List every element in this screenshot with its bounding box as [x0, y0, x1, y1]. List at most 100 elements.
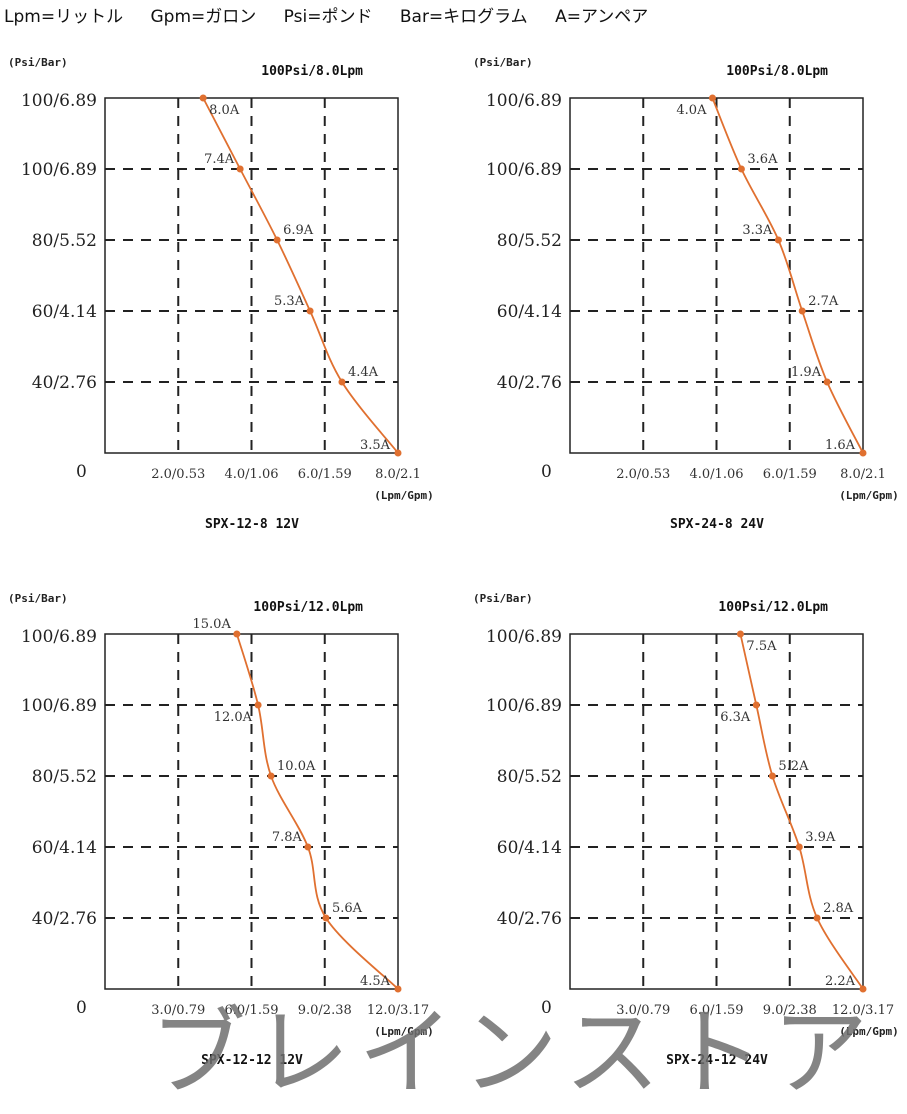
data-point: [322, 914, 330, 922]
x-tick-label: 4.0/1.06: [690, 467, 744, 482]
plot-border: [104, 633, 399, 990]
y-zero-label: 0: [76, 998, 87, 1018]
current-label: 4.4A: [348, 365, 379, 380]
performance-curve: [739, 633, 864, 990]
y-zero-label: 0: [541, 998, 552, 1018]
x-tick-label: 3.0/0.79: [616, 1003, 670, 1018]
data-point: [859, 449, 867, 457]
y-axis-unit-label: (Psi/Bar): [8, 592, 68, 605]
x-tick-label: 12.0/3.17: [367, 1003, 429, 1018]
legend-amp: A=アンペア: [555, 7, 649, 27]
chart-caption: SPX-24-12 24V: [666, 1053, 768, 1068]
x-tick-label: 2.0/0.53: [616, 467, 670, 482]
data-point: [859, 985, 867, 993]
current-label: 7.4A: [204, 152, 235, 167]
current-label: 2.8A: [823, 901, 854, 916]
current-label: 6.9A: [283, 223, 314, 238]
chart-caption: SPX-24-8 24V: [670, 517, 764, 532]
performance-curve: [235, 633, 399, 990]
y-tick-label: 100/6.89: [21, 160, 97, 180]
x-tick-label: 6.0/1.59: [298, 467, 352, 482]
data-point: [233, 630, 241, 638]
plot-border: [104, 97, 399, 454]
current-label: 7.5A: [746, 639, 777, 654]
y-tick-label: 100/6.89: [486, 160, 562, 180]
data-point: [199, 94, 207, 102]
data-point: [394, 985, 402, 993]
data-point: [768, 772, 776, 780]
data-point: [273, 236, 281, 244]
y-tick-label: 40/2.76: [497, 909, 562, 929]
data-point: [254, 701, 262, 709]
data-point: [338, 378, 346, 386]
current-label: 4.5A: [360, 974, 391, 989]
watermark: ブレインストア: [150, 997, 877, 1109]
x-tick-label: 6.0/1.59: [763, 467, 817, 482]
chart-3: (Psi/Bar) 100Psi/12.0Lpm 40/2.76 60/4.14 80/…: [8, 592, 434, 1068]
y-tick-label: 60/4.14: [497, 302, 562, 322]
current-label: 7.8A: [272, 830, 303, 845]
plot-border: [569, 633, 864, 990]
y-tick-label: 100/6.89: [21, 627, 97, 647]
x-axis-unit-label: (Lpm/Gpm): [374, 489, 434, 502]
y-tick-label: 100/6.89: [486, 91, 562, 111]
current-label: 8.0A: [209, 103, 240, 118]
chart-title: 100Psi/8.0Lpm: [726, 64, 828, 79]
data-point: [774, 236, 782, 244]
chart-caption: SPX-12-8 12V: [205, 517, 299, 532]
data-point: [736, 630, 744, 638]
data-point: [236, 165, 244, 173]
chart-2: (Psi/Bar) 100Psi/8.0Lpm 40/2.76 60/4.14 80/5…: [473, 56, 899, 532]
current-label: 4.0A: [676, 103, 707, 118]
y-tick-label: 100/6.89: [21, 91, 97, 111]
chart-1: (Psi/Bar) 100Psi/8.0Lpm 40/2.76 60/4.14 80/5…: [8, 56, 434, 532]
x-tick-label: 4.0/1.06: [225, 467, 279, 482]
y-tick-label: 80/5.52: [497, 767, 562, 787]
chart-4: (Psi/Bar) 100Psi/12.0Lpm 40/2.76 60/4.14 80/…: [473, 592, 899, 1068]
current-label: 12.0A: [214, 710, 253, 725]
unit-legend: Lpm=リットル Gpm=ガロン Psi=ポンド Bar=キログラム A=アンペ…: [4, 2, 670, 27]
chart-title: 100Psi/12.0Lpm: [253, 600, 363, 615]
current-label: 5.2A: [778, 759, 809, 774]
chart-caption: SPX-12-12 12V: [201, 1053, 303, 1068]
x-axis-unit-label: (Lpm/Gpm): [839, 1025, 899, 1038]
y-tick-label: 40/2.76: [497, 373, 562, 393]
y-tick-label: 40/2.76: [32, 909, 97, 929]
data-point: [752, 701, 760, 709]
chart-title: 100Psi/12.0Lpm: [718, 600, 828, 615]
y-tick-label: 100/6.89: [486, 627, 562, 647]
x-tick-label: 8.0/2.1: [375, 467, 421, 482]
current-label: 3.6A: [747, 152, 778, 167]
current-label: 6.3A: [720, 710, 751, 725]
y-tick-label: 100/6.89: [21, 696, 97, 716]
legend-psi: Psi=ポンド: [283, 7, 373, 27]
current-label: 1.6A: [825, 438, 856, 453]
current-label: 5.6A: [332, 901, 363, 916]
x-axis-unit-label: (Lpm/Gpm): [839, 489, 899, 502]
y-axis-unit-label: (Psi/Bar): [473, 592, 533, 605]
current-label: 5.3A: [274, 294, 305, 309]
y-tick-label: 100/6.89: [486, 696, 562, 716]
plot-border: [569, 97, 864, 454]
data-point: [304, 843, 312, 851]
current-label: 2.2A: [825, 974, 856, 989]
y-tick-label: 60/4.14: [32, 302, 97, 322]
data-point: [708, 94, 716, 102]
y-tick-label: 80/5.52: [497, 231, 562, 251]
y-zero-label: 0: [541, 462, 552, 482]
chart-title: 100Psi/8.0Lpm: [261, 64, 363, 79]
y-zero-label: 0: [76, 462, 87, 482]
data-point: [795, 843, 803, 851]
y-axis-unit-label: (Psi/Bar): [8, 56, 68, 69]
x-tick-label: 12.0/3.17: [832, 1003, 894, 1018]
y-tick-label: 60/4.14: [497, 838, 562, 858]
data-point: [267, 772, 275, 780]
performance-curve: [202, 97, 399, 454]
y-tick-label: 40/2.76: [32, 373, 97, 393]
current-label: 15.0A: [193, 617, 232, 632]
data-point: [306, 307, 314, 315]
current-label: 2.7A: [808, 294, 839, 309]
x-axis-unit-label: (Lpm/Gpm): [374, 1025, 434, 1038]
y-axis-unit-label: (Psi/Bar): [473, 56, 533, 69]
data-point: [394, 449, 402, 457]
